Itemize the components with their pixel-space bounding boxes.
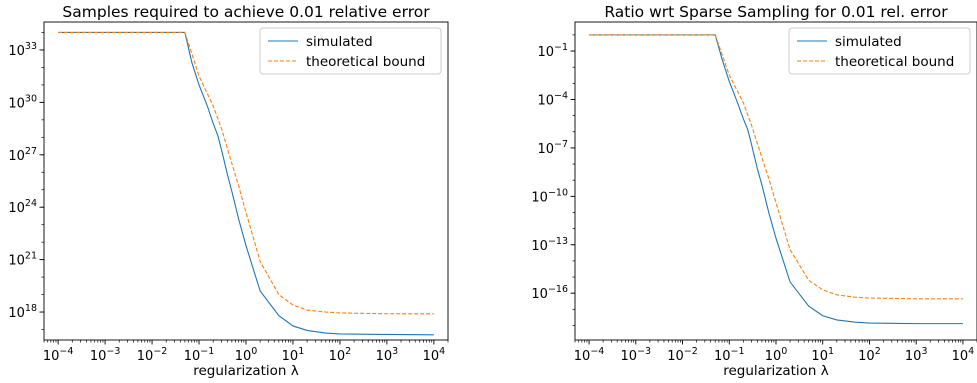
right-y-tick-label: 10−7 <box>537 139 568 157</box>
left-x-tick-label: 103 <box>376 346 399 364</box>
right-legend-label-theoretical-bound: theoretical bound <box>835 54 954 70</box>
right-y-tick-label: 10−1 <box>537 42 568 60</box>
left-y-tick-label: 1027 <box>8 146 37 164</box>
right-y-tick-label: 10−10 <box>531 187 568 205</box>
right-x-tick-label: 10−1 <box>714 346 745 364</box>
right-legend-label-simulated: simulated <box>835 34 902 50</box>
left-legend-box <box>259 27 442 75</box>
left-y-tick-label: 1033 <box>8 41 37 59</box>
right-y-tick-label: 10−16 <box>531 284 568 302</box>
left-x-axis-label: regularization λ <box>193 363 299 379</box>
left-x-tick-label: 100 <box>235 346 258 364</box>
right-y-tick-label: 10−4 <box>537 90 568 108</box>
right-x-axis-label: regularization λ <box>723 363 829 379</box>
left-plot-frame <box>43 21 449 341</box>
left-y-tick-label: 1030 <box>8 93 37 111</box>
right-x-tick-label: 101 <box>811 346 834 364</box>
left-x-tick-label: 10−4 <box>43 346 74 364</box>
right-x-tick-label: 100 <box>765 346 788 364</box>
left-x-tick-label: 101 <box>282 346 305 364</box>
left-x-tick-label: 102 <box>329 346 352 364</box>
right-y-tick-label: 10−13 <box>531 236 568 254</box>
left-y-tick-label: 1018 <box>8 303 37 321</box>
right-x-tick-label: 10−2 <box>667 346 698 364</box>
right-x-tick-label: 10−3 <box>621 346 652 364</box>
right-x-tick-label: 102 <box>858 346 881 364</box>
left-y-tick-label: 1024 <box>8 198 37 216</box>
left-series-simulated-line <box>58 31 434 336</box>
left-x-tick-label: 104 <box>423 346 446 364</box>
left-legend-label-simulated: simulated <box>306 34 373 50</box>
left-legend: simulated theoretical bound <box>259 27 442 75</box>
left-panel: Samples required to achieve 0.01 relativ… <box>8 3 449 379</box>
right-x-tick-label: 103 <box>905 346 928 364</box>
right-legend: simulated theoretical bound <box>788 27 971 75</box>
right-series-theoretical-bound-line <box>589 34 963 300</box>
left-series-theoretical-bound-line <box>58 31 434 315</box>
right-plot-frame <box>574 21 977 341</box>
right-legend-box <box>788 27 971 75</box>
right-panel: Ratio wrt Sparse Sampling for 0.01 rel. … <box>531 3 977 379</box>
left-x-tick-label: 10−1 <box>184 346 215 364</box>
right-series-simulated-line <box>589 34 963 325</box>
right-chart-title: Ratio wrt Sparse Sampling for 0.01 rel. … <box>604 3 948 21</box>
left-legend-label-theoretical-bound: theoretical bound <box>306 54 425 70</box>
right-x-tick-label: 104 <box>952 346 975 364</box>
left-y-tick-label: 1021 <box>8 251 37 269</box>
right-x-tick-label: 10−4 <box>574 346 605 364</box>
left-chart-title: Samples required to achieve 0.01 relativ… <box>62 3 430 21</box>
left-x-tick-label: 10−3 <box>90 346 121 364</box>
left-x-tick-label: 10−2 <box>137 346 168 364</box>
